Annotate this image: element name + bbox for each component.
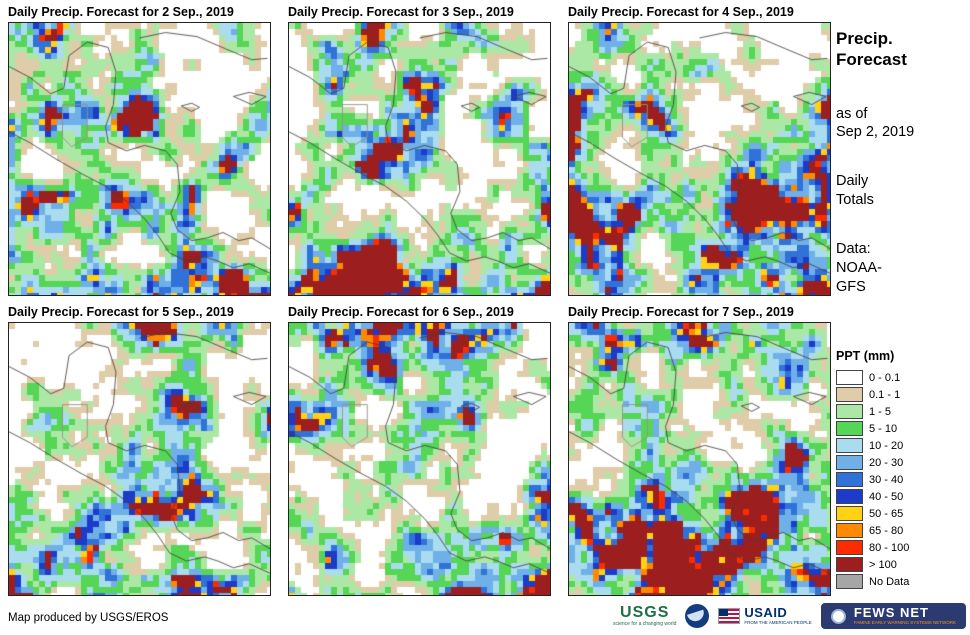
fewsnet-tagline: FAMINE EARLY WARNING SYSTEMS NETWORK — [853, 620, 956, 626]
legend-label: > 100 — [869, 558, 897, 571]
forecast-panel-4: Daily Precip. Forecast for 5 Sep., 2019 — [8, 305, 271, 596]
legend-swatch — [836, 404, 863, 419]
precip-map-canvas — [288, 22, 551, 296]
legend-label: 80 - 100 — [869, 541, 910, 554]
legend-row: 50 - 65 — [836, 505, 966, 522]
legend-swatch — [836, 574, 863, 589]
panel-title: Daily Precip. Forecast for 4 Sep., 2019 — [568, 5, 794, 19]
legend-label: 0.1 - 1 — [869, 388, 901, 401]
noaa-seagull-icon — [687, 609, 707, 624]
page-title: Precip. Forecast — [836, 29, 907, 70]
legend-row: No Data — [836, 573, 966, 590]
legend-swatch — [836, 540, 863, 555]
globe-icon — [830, 608, 846, 624]
panel-title: Daily Precip. Forecast for 2 Sep., 2019 — [8, 5, 234, 19]
legend-row: 0.1 - 1 — [836, 386, 966, 403]
panel-title: Daily Precip. Forecast for 7 Sep., 2019 — [568, 305, 794, 319]
legend: PPT (mm) 0 - 0.1 0.1 - 1 1 - 5 5 - 10 10 - 2… — [836, 349, 966, 590]
forecast-panel-3: Daily Precip. Forecast for 4 Sep., 2019 — [568, 5, 831, 296]
legend-title: PPT (mm) — [836, 349, 895, 363]
as-of-date: as of Sep 2, 2019 — [836, 105, 915, 141]
legend-label: 1 - 5 — [869, 405, 892, 418]
legend-row: 40 - 50 — [836, 488, 966, 505]
legend-row: 10 - 20 — [836, 437, 966, 454]
legend-row: 1 - 5 — [836, 403, 966, 420]
usgs-logo: USGS science for a changing world — [613, 605, 676, 627]
map-credit: Map produced by USGS/EROS — [8, 612, 169, 624]
fewsnet-logo-text: FEWS NET — [853, 605, 929, 621]
legend-label: 10 - 20 — [869, 439, 904, 452]
forecast-panel-6: Daily Precip. Forecast for 7 Sep., 2019 — [568, 305, 831, 596]
usgs-logo-text: USGS — [620, 604, 670, 621]
legend-swatch — [836, 370, 863, 385]
usaid-flag-icon — [718, 608, 741, 624]
legend-swatch — [836, 421, 863, 436]
legend-swatch — [836, 523, 863, 538]
usaid-logo: USAID FROM THE AMERICAN PEOPLE — [718, 605, 812, 626]
logo-strip: USGS science for a changing world USAID … — [613, 601, 966, 631]
fewsnet-logo: FEWS NET FAMINE EARLY WARNING SYSTEMS NE… — [820, 603, 966, 629]
precip-map-canvas — [288, 322, 551, 596]
legend-swatch — [836, 557, 863, 572]
precip-map-canvas — [568, 322, 831, 596]
legend-row: > 100 — [836, 556, 966, 573]
legend-row: 20 - 30 — [836, 454, 966, 471]
precip-map-canvas — [8, 322, 271, 596]
legend-swatch — [836, 472, 863, 487]
legend-label: 5 - 10 — [869, 422, 898, 435]
legend-swatch — [836, 387, 863, 402]
data-source-label: Data: NOAA- GFS — [836, 240, 882, 295]
panel-title: Daily Precip. Forecast for 5 Sep., 2019 — [8, 305, 234, 319]
totals-label: Daily Totals — [836, 173, 874, 209]
legend-swatch — [836, 438, 863, 453]
usaid-logo-text: USAID — [744, 605, 788, 621]
legend-swatch — [836, 455, 863, 470]
legend-row: 0 - 0.1 — [836, 369, 966, 386]
legend-label: 30 - 40 — [869, 473, 904, 486]
forecast-panel-2: Daily Precip. Forecast for 3 Sep., 2019 — [288, 5, 551, 296]
legend-label: 0 - 0.1 — [869, 371, 901, 384]
legend-swatch — [836, 506, 863, 521]
legend-label: 65 - 80 — [869, 524, 904, 537]
legend-swatch — [836, 489, 863, 504]
precip-map-canvas — [8, 22, 271, 296]
legend-row: 5 - 10 — [836, 420, 966, 437]
legend-rows: 0 - 0.1 0.1 - 1 1 - 5 5 - 10 10 - 20 20 - 30 3… — [836, 369, 966, 590]
legend-label: No Data — [869, 575, 910, 588]
sidebar: Precip. Forecast as of Sep 2, 2019 Daily… — [836, 28, 964, 296]
legend-label: 40 - 50 — [869, 490, 904, 503]
forecast-panel-5: Daily Precip. Forecast for 6 Sep., 2019 — [288, 305, 551, 596]
legend-row: 30 - 40 — [836, 471, 966, 488]
legend-label: 50 - 65 — [869, 507, 904, 520]
usaid-tagline: FROM THE AMERICAN PEOPLE — [744, 620, 812, 626]
usgs-tagline: science for a changing world — [613, 621, 677, 627]
precip-map-canvas — [568, 22, 831, 296]
panel-title: Daily Precip. Forecast for 3 Sep., 2019 — [288, 5, 514, 19]
noaa-logo — [685, 604, 710, 628]
legend-row: 65 - 80 — [836, 522, 966, 539]
legend-label: 20 - 30 — [869, 456, 904, 469]
legend-row: 80 - 100 — [836, 539, 966, 556]
panel-title: Daily Precip. Forecast for 6 Sep., 2019 — [288, 305, 514, 319]
forecast-panel-1: Daily Precip. Forecast for 2 Sep., 2019 — [8, 5, 271, 296]
